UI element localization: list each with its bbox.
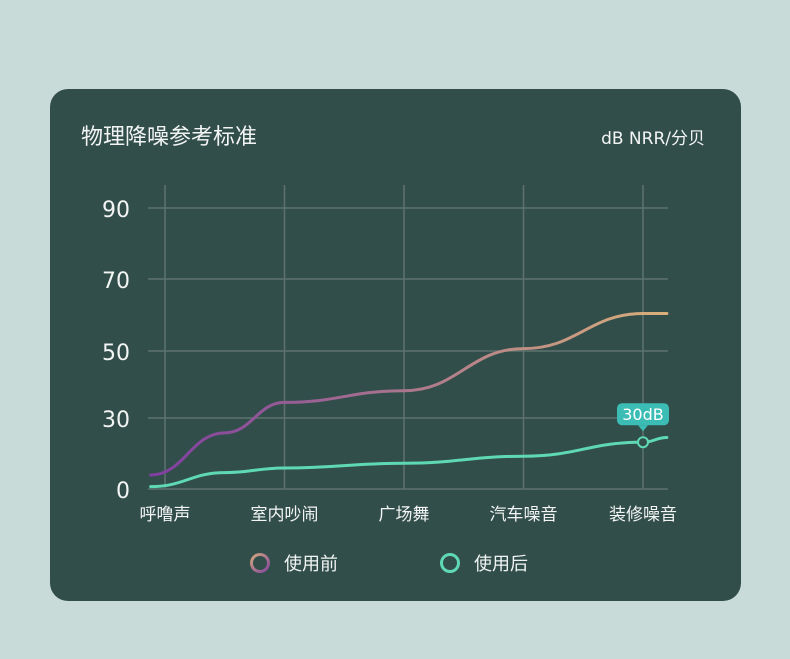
x-tick-label: 广场舞 bbox=[379, 505, 430, 525]
legend-after-icon bbox=[440, 553, 460, 573]
legend-before-icon bbox=[250, 553, 270, 573]
y-tick-label: 90 bbox=[102, 198, 130, 223]
series-before-line bbox=[149, 312, 669, 477]
x-tick-label: 汽车噪音 bbox=[490, 505, 558, 525]
series-after-line bbox=[149, 436, 669, 489]
annotation-badge bbox=[617, 403, 669, 426]
legend-after: 使用后 bbox=[440, 550, 528, 576]
annotation-label: 30dB bbox=[622, 405, 664, 424]
annotation-point bbox=[637, 436, 649, 449]
chart-card: 物理降噪参考标准 dB NRR/分贝 0 30 50 70 90 呼噜声 室内吵闹 广场舞 汽… bbox=[50, 89, 741, 601]
y-tick-label: 50 bbox=[102, 341, 130, 366]
x-tick-label: 室内吵闹 bbox=[251, 505, 319, 525]
chart-title: 物理降噪参考标准 bbox=[81, 125, 258, 150]
legend-before-label: 使用前 bbox=[284, 554, 338, 575]
legend-before: 使用前 bbox=[250, 550, 338, 576]
y-tick-label: 30 bbox=[102, 408, 130, 433]
y-tick-label: 0 bbox=[116, 479, 130, 504]
annotation-pointer bbox=[638, 425, 648, 432]
y-tick-label: 70 bbox=[102, 269, 130, 294]
unit-label: dB NRR/分贝 bbox=[601, 129, 705, 149]
x-tick-label: 呼噜声 bbox=[140, 505, 191, 525]
legend-after-label: 使用后 bbox=[474, 554, 528, 575]
x-tick-label: 装修噪音 bbox=[609, 505, 677, 525]
line-chart: 0 30 50 70 90 呼噜声 室内吵闹 广场舞 汽车噪音 装修噪音 30dB bbox=[102, 185, 677, 525]
